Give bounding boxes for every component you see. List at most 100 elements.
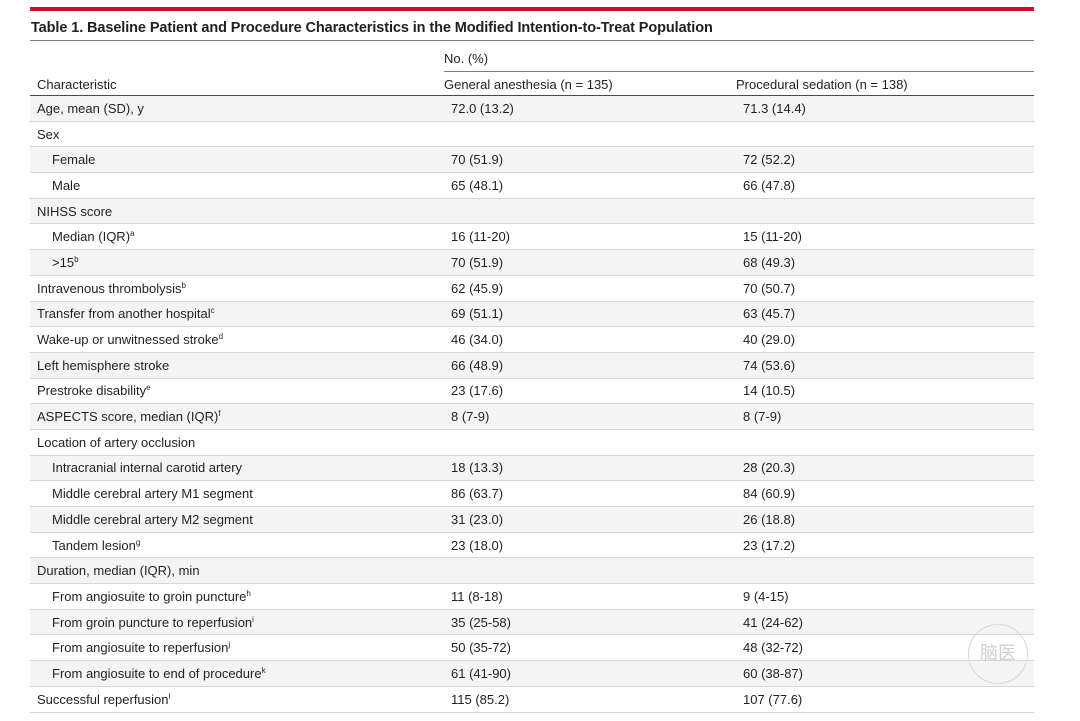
row-ps-value: 63 (45.7) (743, 301, 1034, 328)
top-accent-rule (30, 7, 1034, 11)
row-label: Male (30, 172, 451, 199)
header-characteristic: Characteristic (37, 77, 117, 92)
footnote-marker: f (218, 409, 221, 419)
table-row: Intravenous thrombolysisb 62 (45.9) 70 (… (30, 275, 1034, 302)
row-label: From groin puncture to reperfusioni (30, 609, 451, 636)
row-label: >15b (30, 249, 451, 276)
table-row: ASPECTS score, median (IQR)f 8 (7-9) 8 (… (30, 403, 1034, 430)
row-ps-value: 74 (53.6) (743, 352, 1034, 379)
table-row: From angiosuite to groin punctureh 11 (8… (30, 583, 1034, 610)
table-row: Age, mean (SD), y 72.0 (13.2) 71.3 (14.4… (30, 96, 1034, 122)
table-row: Successful reperfusionl 115 (85.2) 107 (… (30, 686, 1034, 713)
row-ps-value: 9 (4-15) (743, 583, 1034, 610)
row-ps-value (743, 557, 1034, 585)
footnote-marker: c (210, 306, 215, 316)
footnote-marker: l (168, 691, 171, 701)
table-row: Left hemisphere stroke 66 (48.9) 74 (53.… (30, 352, 1034, 379)
row-ps-value: 40 (29.0) (743, 326, 1034, 353)
row-ga-value: 16 (11-20) (451, 223, 743, 251)
row-label: Median (IQR)a (30, 223, 451, 251)
footnote-marker: b (74, 254, 79, 264)
table-row: Transfer from another hospitalc 69 (51.1… (30, 301, 1034, 328)
table-row: From angiosuite to reperfusionj 50 (35-7… (30, 634, 1034, 662)
row-ps-value (743, 198, 1034, 225)
header-spanner-rule (444, 71, 1034, 72)
header-procedural-sedation: Procedural sedation (n = 138) (736, 77, 908, 92)
table-row: Sex (30, 121, 1034, 148)
footnote-marker: a (130, 229, 135, 239)
table-header: No. (%) Characteristic General anesthesi… (30, 41, 1034, 96)
row-section-label: Location of artery occlusion (30, 429, 451, 456)
table-row: >15b 70 (51.9) 68 (49.3) (30, 249, 1034, 276)
footnote-marker: j (228, 640, 231, 650)
row-label: Intracranial internal carotid artery (30, 455, 451, 482)
table-row: Female 70 (51.9) 72 (52.2) (30, 146, 1034, 174)
row-ga-value: 46 (34.0) (451, 326, 743, 353)
row-ga-value (451, 557, 743, 585)
row-label: Successful reperfusionl (30, 686, 451, 713)
row-label: Middle cerebral artery M1 segment (30, 480, 451, 507)
row-ps-value: 66 (47.8) (743, 172, 1034, 199)
row-ga-value: 8 (7-9) (451, 403, 743, 430)
row-label: Prestroke disabilitye (30, 378, 451, 405)
row-label: Age, mean (SD), y (30, 96, 451, 122)
row-ps-value: 71.3 (14.4) (743, 96, 1034, 122)
row-ga-value: 62 (45.9) (451, 275, 743, 302)
row-ps-value: 15 (11-20) (743, 223, 1034, 251)
characteristics-table: Age, mean (SD), y 72.0 (13.2) 71.3 (14.4… (30, 96, 1034, 713)
row-ga-value: 72.0 (13.2) (451, 96, 743, 122)
row-ps-value: 41 (24-62) (743, 609, 1034, 636)
table-row: Male 65 (48.1) 66 (47.8) (30, 172, 1034, 199)
table-row: Prestroke disabilitye 23 (17.6) 14 (10.5… (30, 378, 1034, 405)
row-ga-value: 69 (51.1) (451, 301, 743, 328)
row-ga-value: 115 (85.2) (451, 686, 743, 713)
row-label: Female (30, 146, 451, 174)
row-ga-value (451, 198, 743, 225)
table-row: Tandem lesiong 23 (18.0) 23 (17.2) (30, 532, 1034, 559)
table-row: Middle cerebral artery M2 segment 31 (23… (30, 506, 1034, 533)
header-general-anesthesia: General anesthesia (n = 135) (444, 77, 613, 92)
table-row: From groin puncture to reperfusioni 35 (… (30, 609, 1034, 636)
table-row: Wake-up or unwitnessed stroked 46 (34.0)… (30, 326, 1034, 353)
table-row: Middle cerebral artery M1 segment 86 (63… (30, 480, 1034, 507)
row-ga-value: 86 (63.7) (451, 480, 743, 507)
row-ps-value: 28 (20.3) (743, 455, 1034, 482)
row-ps-value: 72 (52.2) (743, 146, 1034, 174)
row-section-label: Duration, median (IQR), min (30, 557, 451, 585)
footnote-marker: g (135, 537, 141, 547)
header-no-percent: No. (%) (444, 51, 489, 66)
title-rule (30, 40, 1034, 41)
row-label: Wake-up or unwitnessed stroked (30, 326, 451, 353)
footnote-marker: b (181, 280, 186, 290)
row-section-label: NIHSS score (30, 198, 451, 225)
row-ps-value: 84 (60.9) (743, 480, 1034, 507)
row-ga-value: 35 (25-58) (451, 609, 743, 636)
row-ps-value: 26 (18.8) (743, 506, 1034, 533)
footnote-marker: k (261, 665, 266, 675)
row-ps-value: 70 (50.7) (743, 275, 1034, 302)
row-ga-value: 70 (51.9) (451, 249, 743, 276)
row-ps-value: 8 (7-9) (743, 403, 1034, 430)
row-label: From angiosuite to reperfusionj (30, 634, 451, 662)
row-label: ASPECTS score, median (IQR)f (30, 403, 451, 430)
row-ga-value: 11 (8-18) (451, 583, 743, 610)
footnote-marker: i (252, 614, 254, 624)
row-ps-value: 68 (49.3) (743, 249, 1034, 276)
row-label: Left hemisphere stroke (30, 352, 451, 379)
row-ga-value: 66 (48.9) (451, 352, 743, 379)
watermark-logo: 脑医 (968, 624, 1028, 684)
table-title: Table 1. Baseline Patient and Procedure … (31, 20, 713, 36)
table-row: Duration, median (IQR), min (30, 557, 1034, 585)
row-section-label: Sex (30, 121, 451, 148)
row-ps-value: 23 (17.2) (743, 532, 1034, 559)
row-ga-value: 18 (13.3) (451, 455, 743, 482)
row-label: Intravenous thrombolysisb (30, 275, 451, 302)
row-ps-value (743, 429, 1034, 456)
row-label: From angiosuite to groin punctureh (30, 583, 451, 610)
table-figure: Table 1. Baseline Patient and Procedure … (30, 0, 1034, 713)
row-ga-value: 31 (23.0) (451, 506, 743, 533)
table-row: Location of artery occlusion (30, 429, 1034, 456)
footnote-marker: e (146, 383, 151, 393)
table-row: Median (IQR)a 16 (11-20) 15 (11-20) (30, 223, 1034, 251)
table-row: Intracranial internal carotid artery 18 … (30, 455, 1034, 482)
